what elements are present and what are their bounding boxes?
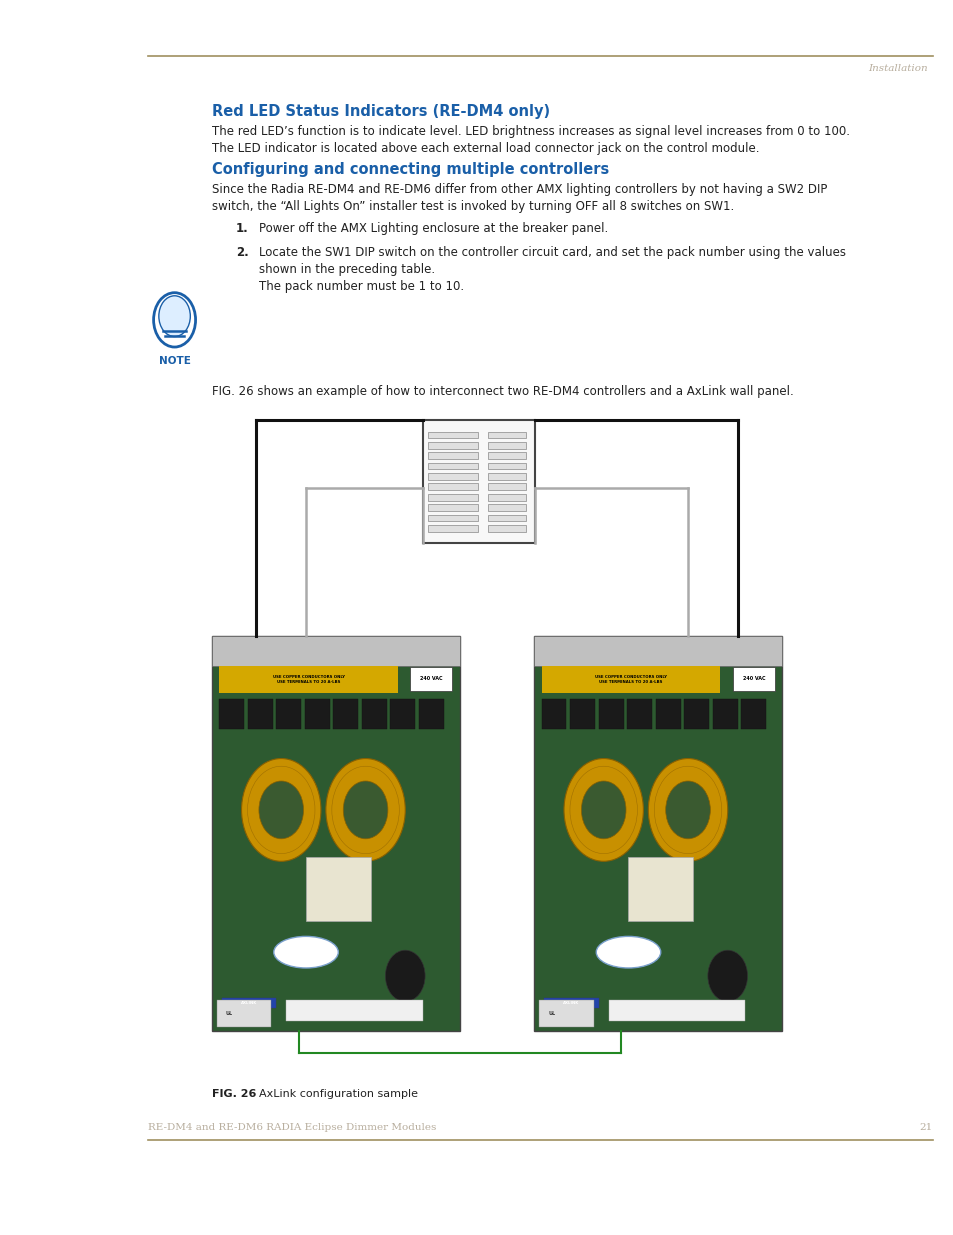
Bar (683, 699, 708, 729)
Bar (487, 463, 526, 469)
Bar (628, 857, 692, 920)
Bar (276, 699, 301, 729)
Text: Installation: Installation (867, 64, 926, 73)
Text: switch, the “All Lights On” installer test is invoked by turning OFF all 8 switc: switch, the “All Lights On” installer te… (212, 200, 733, 214)
Bar (221, 998, 276, 1008)
Text: 1.: 1. (235, 222, 248, 236)
Bar (428, 483, 477, 490)
Text: UL: UL (547, 1011, 555, 1016)
Text: NOTE: NOTE (158, 356, 191, 366)
Bar (570, 699, 595, 729)
Circle shape (385, 950, 425, 1002)
Bar (428, 431, 477, 438)
Bar (422, 420, 535, 543)
Text: The pack number must be 1 to 10.: The pack number must be 1 to 10. (259, 280, 464, 294)
Bar (655, 699, 679, 729)
Bar (428, 442, 477, 448)
Bar (428, 504, 477, 511)
Circle shape (665, 781, 710, 839)
Bar (740, 699, 765, 729)
Bar (212, 636, 459, 666)
Circle shape (707, 950, 747, 1002)
Bar (627, 699, 652, 729)
Bar (712, 699, 737, 729)
Text: FIG. 26 shows an example of how to interconnect two RE-DM4 controllers and a AxL: FIG. 26 shows an example of how to inter… (212, 385, 793, 399)
Text: AXLINK: AXLINK (562, 1000, 579, 1005)
Bar (608, 999, 744, 1021)
Text: shown in the preceding table.: shown in the preceding table. (259, 263, 436, 277)
Circle shape (158, 295, 190, 337)
Bar (428, 473, 477, 480)
Text: The LED indicator is located above each external load connector jack on the cont: The LED indicator is located above each … (212, 142, 759, 156)
Text: AXLINK: AXLINK (240, 1000, 257, 1005)
Ellipse shape (596, 936, 660, 968)
Bar (487, 525, 526, 532)
Bar (543, 998, 598, 1008)
Bar (361, 699, 386, 729)
Bar (487, 515, 526, 521)
Bar (428, 494, 477, 500)
Text: AxLink configuration sample: AxLink configuration sample (252, 1089, 417, 1099)
Bar (333, 699, 357, 729)
Text: 2.: 2. (235, 246, 248, 259)
Bar (534, 636, 781, 666)
Text: FIG. 26: FIG. 26 (212, 1089, 256, 1099)
Circle shape (563, 758, 642, 861)
Circle shape (258, 781, 303, 839)
Bar (418, 699, 443, 729)
Text: USE COPPER CONDUCTORS ONLY
USE TERMINALS TO 20 A-LBS: USE COPPER CONDUCTORS ONLY USE TERMINALS… (273, 676, 344, 684)
Bar (487, 431, 526, 438)
Text: Configuring and connecting multiple controllers: Configuring and connecting multiple cont… (212, 162, 608, 177)
Bar (487, 494, 526, 500)
Bar (306, 857, 370, 920)
Bar (534, 636, 781, 1031)
Circle shape (648, 758, 727, 861)
Text: Power off the AMX Lighting enclosure at the breaker panel.: Power off the AMX Lighting enclosure at … (259, 222, 608, 236)
Circle shape (580, 781, 625, 839)
Bar (219, 699, 244, 729)
Text: 21: 21 (919, 1124, 932, 1132)
Text: UL: UL (225, 1011, 233, 1016)
Bar (410, 667, 452, 690)
Circle shape (241, 758, 320, 861)
Bar (487, 452, 526, 459)
Text: Since the Radia RE-DM4 and RE-DM6 differ from other AMX lighting controllers by : Since the Radia RE-DM4 and RE-DM6 differ… (212, 183, 826, 196)
Bar (305, 699, 330, 729)
Bar (428, 525, 477, 532)
Bar (487, 504, 526, 511)
Text: 240 VAC: 240 VAC (741, 677, 764, 682)
Text: Red LED Status Indicators (RE-DM4 only): Red LED Status Indicators (RE-DM4 only) (212, 104, 549, 119)
Text: RE-DM4 and RE-DM6 RADIA Eclipse Dimmer Modules: RE-DM4 and RE-DM6 RADIA Eclipse Dimmer M… (148, 1124, 436, 1132)
Bar (487, 473, 526, 480)
Bar (216, 999, 271, 1028)
Bar (598, 699, 623, 729)
Bar (212, 636, 459, 1031)
Bar (428, 515, 477, 521)
Text: USE COPPER CONDUCTORS ONLY
USE TERMINALS TO 20 A-LBS: USE COPPER CONDUCTORS ONLY USE TERMINALS… (595, 676, 666, 684)
Bar (428, 452, 477, 459)
Text: 240 VAC: 240 VAC (419, 677, 442, 682)
Bar (248, 699, 273, 729)
Bar (732, 667, 774, 690)
Text: The red LED’s function is to indicate level. LED brightness increases as signal : The red LED’s function is to indicate le… (212, 125, 849, 138)
Text: Locate the SW1 DIP switch on the controller circuit card, and set the pack numbe: Locate the SW1 DIP switch on the control… (259, 246, 845, 259)
Bar (487, 483, 526, 490)
Bar (538, 999, 593, 1028)
Circle shape (326, 758, 405, 861)
Circle shape (343, 781, 388, 839)
Bar (390, 699, 415, 729)
Bar (487, 442, 526, 448)
Bar (541, 699, 566, 729)
Bar (219, 666, 397, 693)
Bar (286, 999, 422, 1021)
Bar (541, 666, 720, 693)
Ellipse shape (274, 936, 338, 968)
Bar (428, 463, 477, 469)
